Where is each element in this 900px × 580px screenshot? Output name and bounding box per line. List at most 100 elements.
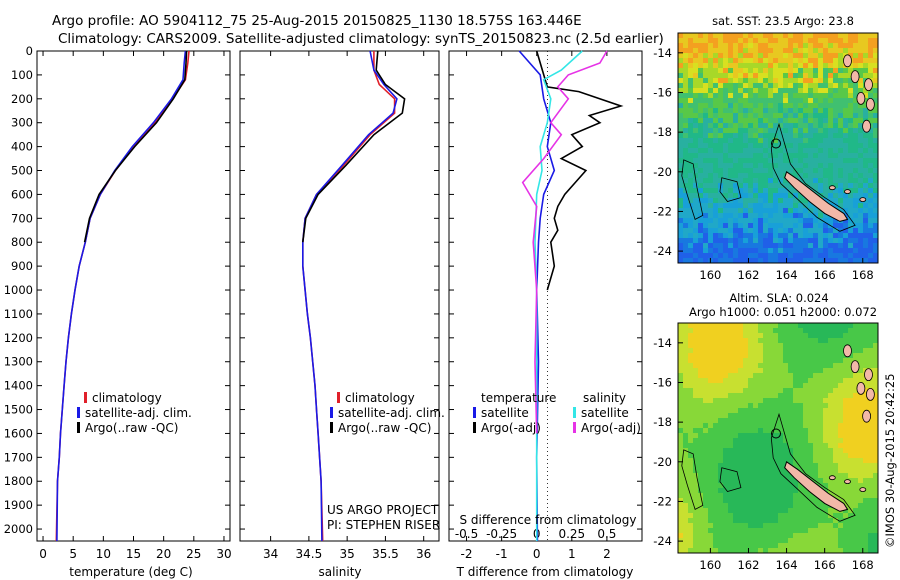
map-cell (843, 508, 849, 514)
map-cell (838, 353, 844, 359)
map-cell (708, 208, 714, 214)
map-cell (843, 493, 849, 499)
map-cell (793, 118, 799, 124)
map-cell (763, 468, 769, 474)
map-cell (843, 223, 849, 229)
map-cell (843, 328, 849, 334)
map-cell (743, 53, 749, 59)
map-cell (828, 73, 834, 79)
map-cell (873, 133, 879, 139)
map-cell (763, 328, 769, 334)
map-cell (783, 328, 789, 334)
map-cell (713, 198, 719, 204)
map-cell (703, 473, 709, 479)
map-cell (728, 323, 734, 329)
map-cell (848, 523, 854, 529)
map-cell (828, 523, 834, 529)
map-cell (838, 373, 844, 379)
map-cell (863, 213, 869, 219)
map-cell (868, 233, 874, 239)
map-cell (683, 68, 689, 74)
map-cell (713, 133, 719, 139)
map-cell (813, 88, 819, 94)
map-cell (868, 158, 874, 164)
map-cell (858, 78, 864, 84)
map-cell (748, 423, 754, 429)
map-cell (723, 198, 729, 204)
map-cell (763, 113, 769, 119)
map-cell (828, 388, 834, 394)
map-cell (763, 238, 769, 244)
map-cell (768, 508, 774, 514)
map-cell (793, 518, 799, 524)
map-cell (793, 198, 799, 204)
map-cell (748, 103, 754, 109)
map-cell (733, 203, 739, 209)
map-cell (838, 538, 844, 544)
map-cell (748, 403, 754, 409)
map-cell (763, 178, 769, 184)
map-cell (868, 528, 874, 534)
map-cell (753, 513, 759, 519)
map-cell (783, 453, 789, 459)
map-cell (703, 228, 709, 234)
map-cell (818, 73, 824, 79)
map-cell (728, 478, 734, 484)
map-cell (723, 533, 729, 539)
map-cell (808, 408, 814, 414)
map-cell (703, 513, 709, 519)
map-cell (798, 453, 804, 459)
map-cell (778, 48, 784, 54)
map-cell (863, 423, 869, 429)
map-cell (773, 328, 779, 334)
map-cell (823, 188, 829, 194)
map-cell (738, 118, 744, 124)
map-cell (808, 368, 814, 374)
map-cell (848, 108, 854, 114)
map-lat-label: -20 (653, 165, 672, 179)
map-cell (848, 148, 854, 154)
map-cell (738, 428, 744, 434)
map-cell (708, 423, 714, 429)
map-cell (703, 248, 709, 254)
map-cell (698, 108, 704, 114)
map-cell (873, 388, 879, 394)
map-cell (698, 468, 704, 474)
map-cell (708, 413, 714, 419)
map-cell (678, 348, 684, 354)
map-cell (768, 503, 774, 509)
depth-tick-label: 200 (11, 92, 33, 106)
map-cell (763, 153, 769, 159)
vanuatu-island (856, 381, 866, 395)
map-cell (763, 438, 769, 444)
map-cell (773, 53, 779, 59)
map-cell (718, 53, 724, 59)
map-cell (818, 478, 824, 484)
map-cell (863, 223, 869, 229)
map-cell (718, 123, 724, 129)
map-cell (838, 543, 844, 549)
map-cell (863, 453, 869, 459)
map-cell (678, 353, 684, 359)
map-cell (873, 218, 879, 224)
map-cell (823, 478, 829, 484)
map-cell (723, 333, 729, 339)
map-cell (833, 58, 839, 64)
map-cell (728, 403, 734, 409)
map-cell (763, 398, 769, 404)
map-cell (863, 233, 869, 239)
map-cell (848, 528, 854, 534)
map-cell (858, 528, 864, 534)
map-cell (688, 323, 694, 329)
map-cell (768, 138, 774, 144)
map-cell (733, 113, 739, 119)
map-cell (723, 358, 729, 364)
map-cell (748, 168, 754, 174)
map-cell (703, 68, 709, 74)
map-cell (838, 48, 844, 54)
map-cell (718, 418, 724, 424)
map-cell (868, 248, 874, 254)
map-cell (758, 158, 764, 164)
temperature-panel: 0100200300400500600700800900100011001200… (4, 44, 232, 579)
map-cell (858, 38, 864, 44)
